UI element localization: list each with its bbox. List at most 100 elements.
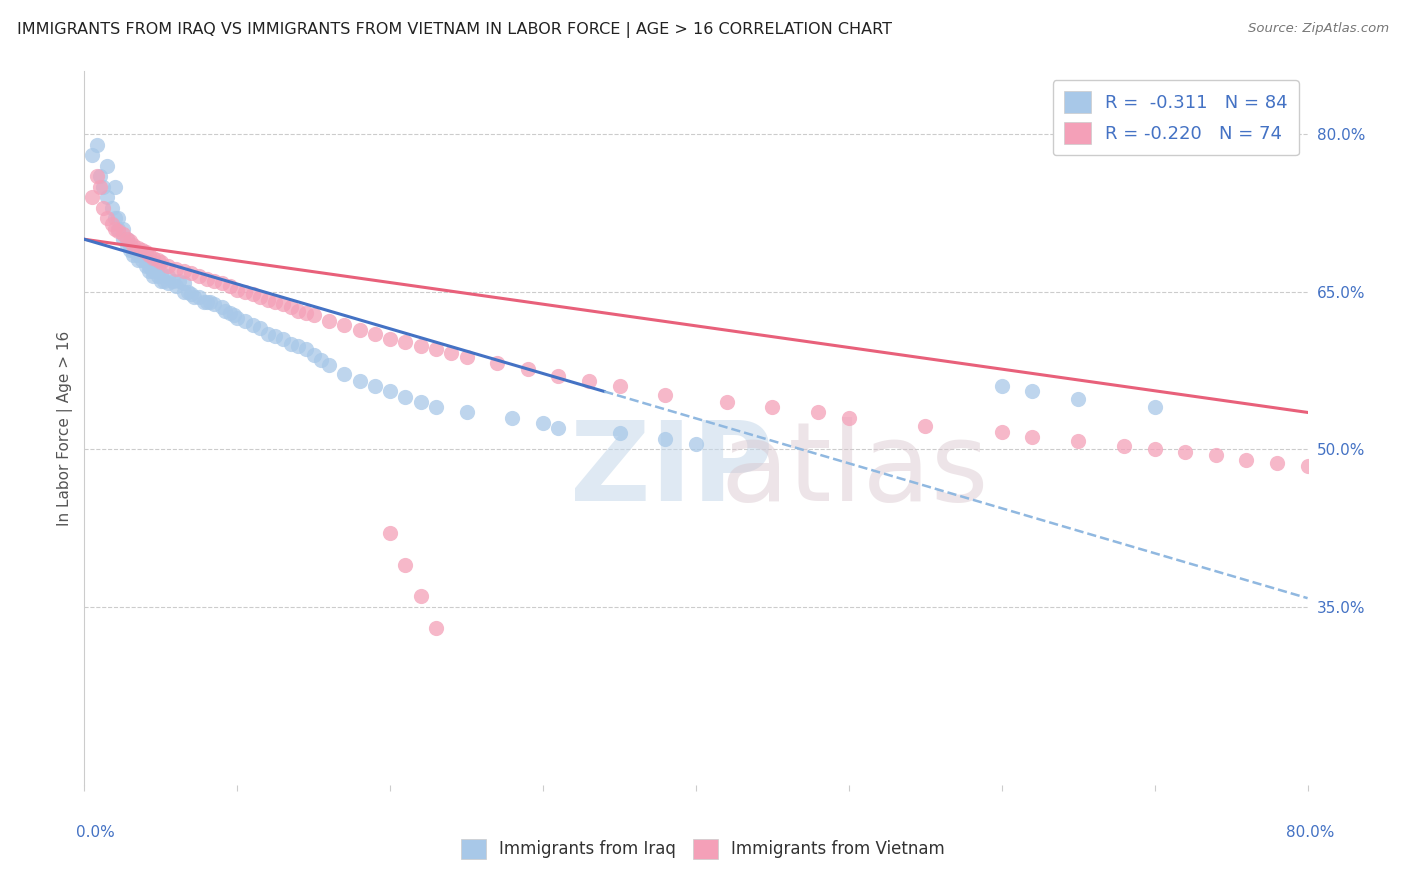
- Point: [394, 558, 416, 572]
- Point: [86, 169, 108, 184]
- Point: [311, 353, 333, 368]
- Point: [188, 268, 211, 283]
- Point: [242, 286, 264, 301]
- Point: [127, 253, 149, 268]
- Point: [440, 345, 463, 359]
- Point: [287, 339, 309, 353]
- Point: [264, 295, 287, 310]
- Point: [173, 264, 195, 278]
- Point: [302, 348, 325, 362]
- Point: [107, 211, 129, 226]
- Point: [165, 261, 187, 276]
- Point: [654, 387, 676, 401]
- Point: [1265, 456, 1288, 470]
- Point: [218, 279, 240, 293]
- Point: [120, 243, 142, 257]
- Point: [1236, 452, 1258, 467]
- Point: [149, 266, 172, 280]
- Legend: R =  -0.311   N = 84, R = -0.220   N = 74: R = -0.311 N = 84, R = -0.220 N = 74: [1053, 80, 1299, 155]
- Point: [761, 400, 783, 414]
- Point: [188, 290, 211, 304]
- Point: [115, 237, 138, 252]
- Point: [135, 244, 157, 259]
- Point: [287, 303, 309, 318]
- Point: [380, 526, 402, 541]
- Point: [531, 416, 554, 430]
- Point: [654, 432, 676, 446]
- Point: [1205, 449, 1227, 463]
- Point: [122, 248, 145, 262]
- Point: [80, 148, 103, 162]
- Point: [195, 295, 218, 310]
- Point: [104, 211, 127, 226]
- Point: [249, 290, 271, 304]
- Point: [138, 264, 160, 278]
- Point: [1143, 442, 1166, 457]
- Point: [173, 285, 195, 299]
- Point: [257, 326, 280, 341]
- Point: [233, 314, 256, 328]
- Point: [89, 169, 111, 184]
- Point: [122, 243, 145, 257]
- Point: [120, 235, 142, 249]
- Point: [96, 211, 118, 226]
- Point: [409, 395, 432, 409]
- Point: [409, 589, 432, 603]
- Point: [609, 379, 631, 393]
- Point: [409, 339, 432, 353]
- Point: [104, 221, 127, 235]
- Point: [1067, 392, 1090, 406]
- Point: [195, 272, 218, 286]
- Point: [180, 266, 202, 280]
- Point: [202, 274, 225, 288]
- Point: [153, 274, 176, 288]
- Point: [167, 274, 190, 288]
- Point: [157, 259, 180, 273]
- Point: [394, 390, 416, 404]
- Point: [135, 259, 157, 273]
- Text: Source: ZipAtlas.com: Source: ZipAtlas.com: [1249, 22, 1389, 36]
- Point: [131, 253, 153, 268]
- Point: [89, 179, 111, 194]
- Point: [131, 248, 153, 262]
- Point: [456, 405, 478, 419]
- Point: [349, 374, 371, 388]
- Point: [107, 221, 129, 235]
- Point: [122, 237, 145, 252]
- Point: [142, 251, 165, 265]
- Point: [271, 297, 294, 311]
- Point: [991, 379, 1014, 393]
- Point: [91, 179, 114, 194]
- Point: [149, 255, 172, 269]
- Text: 80.0%: 80.0%: [1286, 825, 1334, 840]
- Point: [257, 293, 280, 307]
- Point: [180, 286, 202, 301]
- Point: [914, 419, 936, 434]
- Text: ZIP: ZIP: [569, 417, 773, 524]
- Point: [101, 217, 124, 231]
- Point: [302, 308, 325, 322]
- Point: [264, 328, 287, 343]
- Point: [146, 268, 169, 283]
- Point: [202, 297, 225, 311]
- Point: [242, 318, 264, 333]
- Point: [162, 274, 184, 288]
- Point: [218, 306, 240, 320]
- Point: [211, 301, 233, 315]
- Point: [111, 227, 134, 241]
- Point: [138, 248, 160, 262]
- Point: [1021, 384, 1043, 399]
- Point: [1296, 458, 1319, 473]
- Point: [226, 310, 249, 325]
- Y-axis label: In Labor Force | Age > 16: In Labor Force | Age > 16: [58, 331, 73, 525]
- Text: atlas: atlas: [721, 417, 990, 524]
- Point: [115, 232, 138, 246]
- Point: [1114, 439, 1136, 453]
- Legend: Immigrants from Iraq, Immigrants from Vietnam: Immigrants from Iraq, Immigrants from Vi…: [454, 832, 952, 866]
- Point: [214, 303, 236, 318]
- Point: [685, 437, 707, 451]
- Point: [349, 322, 371, 336]
- Point: [146, 253, 169, 268]
- Point: [486, 356, 509, 370]
- Point: [425, 400, 447, 414]
